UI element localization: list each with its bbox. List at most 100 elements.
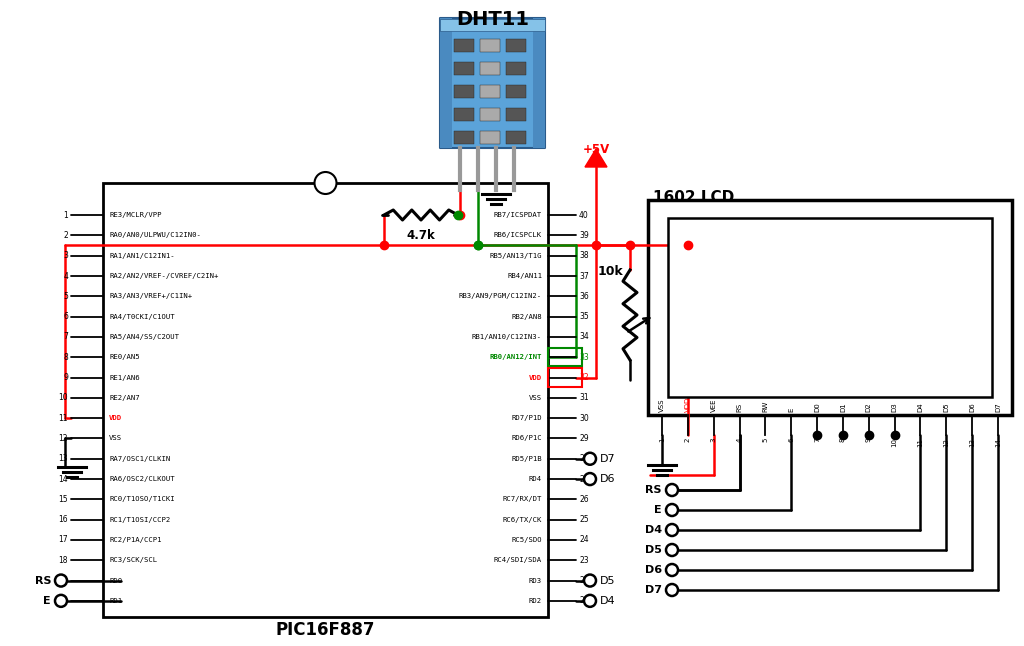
- Text: RE3/MCLR/VPP: RE3/MCLR/VPP: [109, 212, 162, 218]
- Text: RC2/P1A/CCP1: RC2/P1A/CCP1: [109, 537, 162, 543]
- Text: 11: 11: [918, 438, 924, 447]
- Polygon shape: [585, 149, 607, 167]
- Text: VDD: VDD: [109, 415, 122, 421]
- Text: 6: 6: [63, 312, 68, 321]
- Text: 21: 21: [579, 596, 589, 605]
- Text: D4: D4: [645, 525, 662, 535]
- Text: 39: 39: [579, 231, 589, 240]
- Text: 33: 33: [579, 353, 589, 362]
- Text: RA5/AN4/SS/C2OUT: RA5/AN4/SS/C2OUT: [109, 334, 179, 340]
- Text: RB1/AN10/C12IN3-: RB1/AN10/C12IN3-: [472, 334, 542, 340]
- Text: D0: D0: [814, 402, 820, 412]
- Bar: [440, 18, 452, 148]
- Text: VDD: VDD: [528, 375, 542, 380]
- Text: 25: 25: [579, 515, 589, 524]
- Circle shape: [584, 574, 596, 587]
- Text: 31: 31: [579, 393, 589, 402]
- Text: 1: 1: [659, 438, 665, 443]
- Text: RB0/AN12/INT: RB0/AN12/INT: [489, 354, 542, 360]
- Text: 34: 34: [579, 333, 589, 342]
- Text: RA7/OSC1/CLKIN: RA7/OSC1/CLKIN: [109, 455, 170, 462]
- Text: 23: 23: [579, 556, 589, 565]
- Text: RB3/AN9/PGM/C12IN2-: RB3/AN9/PGM/C12IN2-: [459, 293, 542, 299]
- Text: E: E: [654, 505, 662, 515]
- Text: 22: 22: [579, 576, 589, 585]
- Text: 24: 24: [579, 536, 589, 545]
- Text: 2: 2: [63, 231, 68, 240]
- Bar: [103, 183, 548, 617]
- Text: RW: RW: [763, 401, 768, 412]
- Text: 10: 10: [58, 393, 68, 402]
- Text: 20: 20: [58, 596, 68, 605]
- Text: 8: 8: [63, 353, 68, 362]
- Text: D7: D7: [645, 585, 662, 595]
- Text: RC0/T1OSO/T1CKI: RC0/T1OSO/T1CKI: [109, 496, 175, 503]
- Bar: [480, 39, 500, 52]
- Circle shape: [584, 473, 596, 485]
- Text: 5: 5: [763, 438, 768, 443]
- Text: RC4/SDI/SDA: RC4/SDI/SDA: [494, 557, 542, 563]
- Text: 35: 35: [579, 312, 589, 321]
- Bar: [534, 18, 545, 148]
- Text: RD3: RD3: [528, 578, 542, 583]
- Text: RB2/AN8: RB2/AN8: [511, 314, 542, 320]
- Text: RC7/RX/DT: RC7/RX/DT: [503, 496, 542, 503]
- Text: RA4/T0CKI/C1OUT: RA4/T0CKI/C1OUT: [109, 314, 175, 320]
- Text: RC3/SCK/SCL: RC3/SCK/SCL: [109, 557, 157, 563]
- Text: RD1: RD1: [109, 598, 122, 604]
- Text: 12: 12: [943, 438, 949, 447]
- Text: RD2: RD2: [528, 598, 542, 604]
- Text: 10: 10: [892, 438, 898, 447]
- Text: RB4/AN11: RB4/AN11: [507, 273, 542, 279]
- Text: DHT11: DHT11: [456, 10, 529, 29]
- Text: RE2/AN7: RE2/AN7: [109, 395, 139, 401]
- Circle shape: [666, 584, 678, 596]
- Text: D2: D2: [865, 402, 871, 412]
- Text: RS: RS: [645, 485, 662, 495]
- Text: 13: 13: [969, 438, 975, 447]
- Bar: [440, 19, 545, 31]
- Circle shape: [666, 564, 678, 576]
- Text: RA2/AN2/VREF-/CVREF/C2IN+: RA2/AN2/VREF-/CVREF/C2IN+: [109, 273, 218, 279]
- Bar: [506, 85, 526, 98]
- Text: 29: 29: [579, 434, 589, 443]
- Text: D5: D5: [645, 545, 662, 555]
- Text: RE1/AN6: RE1/AN6: [109, 375, 139, 380]
- Bar: [480, 62, 500, 75]
- Bar: [454, 85, 474, 98]
- Text: 14: 14: [58, 475, 68, 484]
- Circle shape: [584, 595, 596, 607]
- Text: RC6/TX/CK: RC6/TX/CK: [503, 517, 542, 523]
- Text: RB7/ICSPDAT: RB7/ICSPDAT: [494, 212, 542, 218]
- Text: 27: 27: [579, 475, 589, 484]
- Text: RC5/SDO: RC5/SDO: [511, 537, 542, 543]
- Text: 17: 17: [58, 536, 68, 545]
- Text: 7: 7: [63, 333, 68, 342]
- Text: VSS: VSS: [109, 435, 122, 441]
- Text: 12: 12: [58, 434, 68, 443]
- Bar: [506, 62, 526, 75]
- Text: 15: 15: [58, 495, 68, 504]
- Text: RD4: RD4: [528, 476, 542, 482]
- Text: RD0: RD0: [109, 578, 122, 583]
- Bar: [454, 39, 474, 52]
- Bar: [480, 85, 500, 98]
- Text: 4.7k: 4.7k: [407, 229, 435, 242]
- Text: D4: D4: [600, 596, 615, 606]
- Bar: [506, 39, 526, 52]
- Circle shape: [584, 453, 596, 464]
- Text: 18: 18: [58, 556, 68, 565]
- Text: D6: D6: [600, 474, 615, 484]
- Text: RB6/ICSPCLK: RB6/ICSPCLK: [494, 233, 542, 238]
- Text: 10k: 10k: [597, 265, 623, 278]
- Circle shape: [666, 504, 678, 516]
- Text: RD6/P1C: RD6/P1C: [511, 435, 542, 441]
- Text: D5: D5: [600, 576, 615, 585]
- Text: 40: 40: [579, 211, 589, 220]
- Bar: [480, 108, 500, 121]
- Text: D5: D5: [943, 402, 949, 412]
- Text: RD7/P1D: RD7/P1D: [511, 415, 542, 421]
- Circle shape: [314, 172, 337, 194]
- Text: D4: D4: [918, 402, 924, 412]
- Text: RS: RS: [736, 403, 742, 412]
